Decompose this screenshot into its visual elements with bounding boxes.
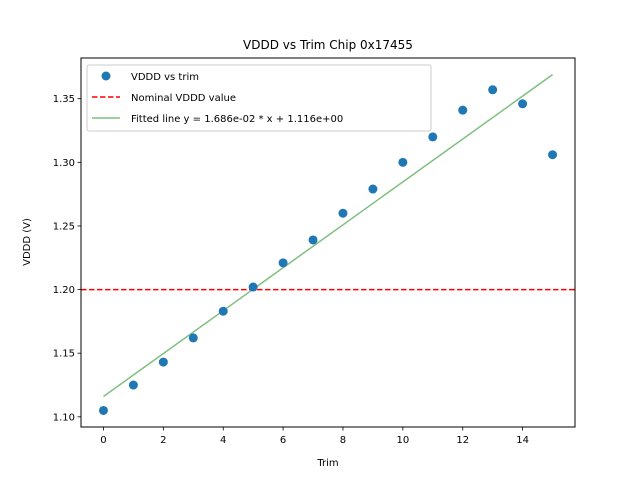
legend: VDDD vs trim Nominal VDDD value Fitted l…: [86, 64, 432, 132]
y-tick-label: 1.15: [53, 349, 75, 360]
data-point: [98, 405, 108, 415]
data-point: [308, 235, 318, 245]
chart-title: VDDD vs Trim Chip 0x17455: [243, 38, 413, 52]
data-point: [278, 258, 288, 268]
x-axis: 0 2 4 6 8 10 12 14: [100, 427, 529, 446]
data-point: [128, 380, 138, 390]
y-tick-label: 1.35: [53, 94, 75, 105]
data-point: [458, 105, 468, 115]
data-point: [548, 150, 558, 160]
legend-marker-scatter: [101, 71, 111, 81]
data-point: [398, 157, 408, 167]
data-point: [488, 85, 498, 95]
x-tick-label: 0: [100, 435, 106, 446]
data-point: [428, 132, 438, 142]
axes-frame: [80, 57, 576, 428]
x-tick-label: 8: [340, 435, 346, 446]
legend-label-fit: Fitted line y = 1.686e-02 * x + 1.116e+0…: [131, 114, 343, 125]
x-axis-label: Trim: [316, 458, 338, 469]
y-tick-label: 1.10: [53, 412, 75, 423]
y-axis: 1.10 1.15 1.20 1.25 1.30 1.35: [53, 94, 81, 423]
x-tick-label: 6: [280, 435, 286, 446]
data-point: [248, 282, 258, 292]
x-tick-label: 12: [456, 435, 469, 446]
x-tick-label: 10: [396, 435, 409, 446]
y-tick-label: 1.20: [53, 285, 75, 296]
data-point: [368, 184, 378, 194]
data-point: [518, 99, 528, 109]
x-tick-label: 14: [516, 435, 529, 446]
data-point: [188, 333, 198, 343]
fitted-line: [103, 74, 553, 398]
data-point: [218, 306, 228, 316]
x-tick-label: 4: [220, 435, 226, 446]
data-point: [338, 208, 348, 218]
legend-frame: [86, 64, 432, 132]
legend-label-scatter: VDDD vs trim: [131, 72, 199, 83]
data-point: [158, 357, 168, 367]
y-tick-label: 1.25: [53, 221, 75, 232]
y-axis-label: VDDD (V): [22, 218, 33, 266]
legend-label-nominal: Nominal VDDD value: [131, 93, 236, 104]
x-tick-label: 2: [160, 435, 166, 446]
y-tick-label: 1.30: [53, 158, 75, 169]
plot-area: [81, 74, 575, 415]
